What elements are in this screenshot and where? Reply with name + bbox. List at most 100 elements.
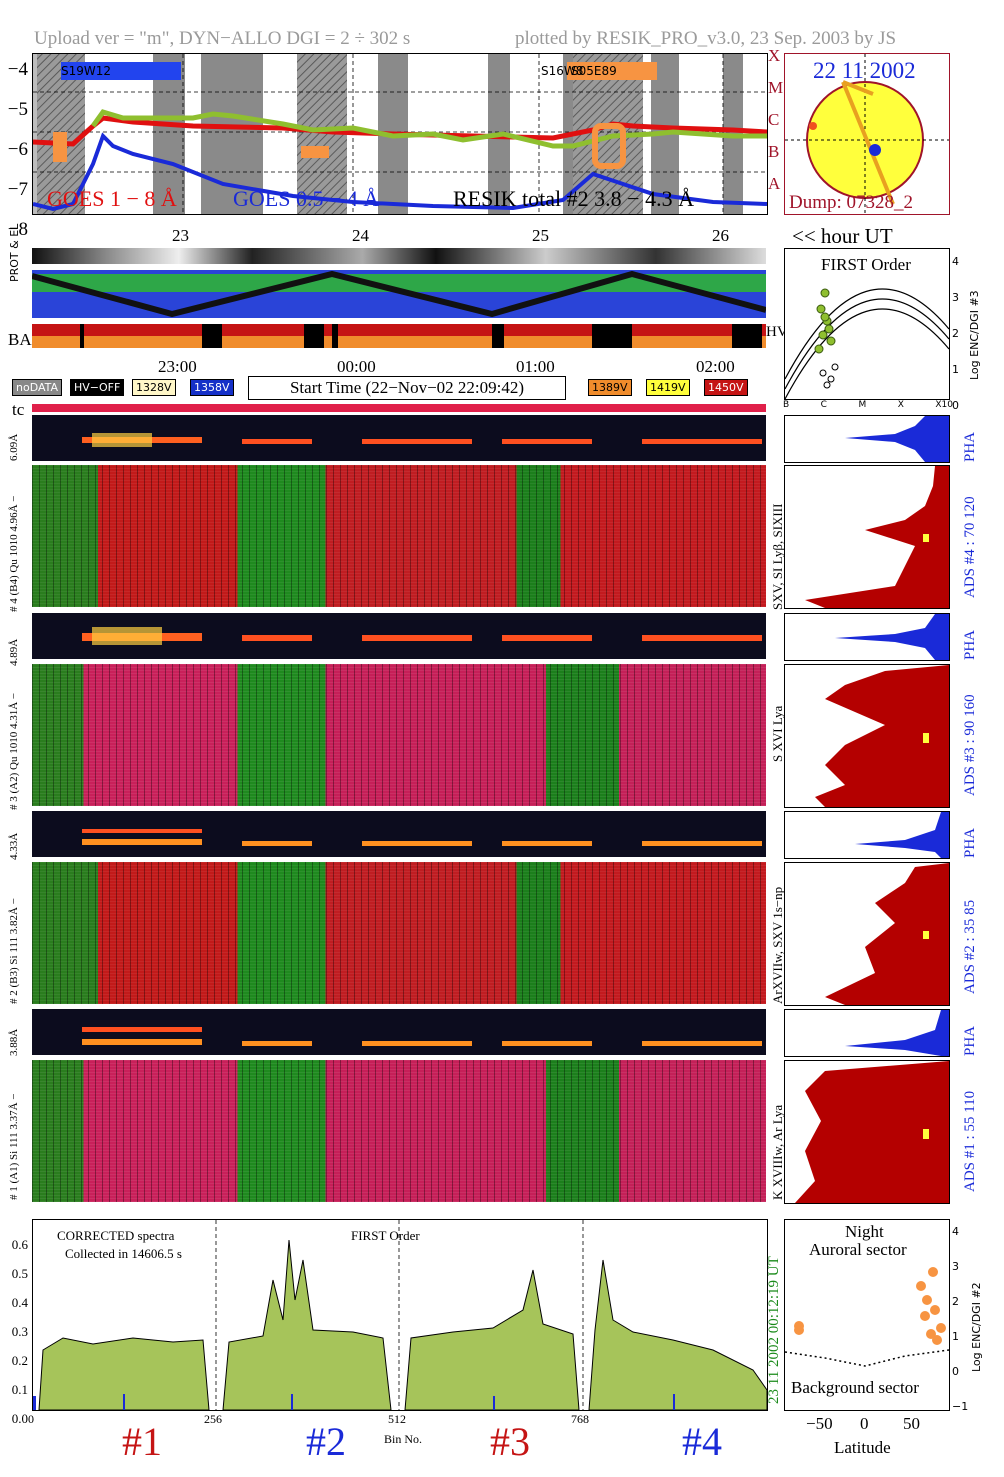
first-order-title: FIRST Order [821, 255, 911, 274]
lat-xtick: 50 [903, 1414, 920, 1433]
sun-orbit-panel: 22 11 2002 Dump: 07328_2 [784, 53, 950, 215]
ions-label-2: ArXVIIw, SXV 1s−np [770, 886, 785, 1004]
mark-3: #3 [490, 1419, 530, 1464]
mark-1: #1 [122, 1419, 162, 1464]
spec-ytick: 0.0 [11, 1411, 28, 1426]
fo-ytick: 0 [952, 399, 959, 412]
ch2-pha-svg [82, 829, 762, 846]
legend-1419v: 1419V [646, 379, 690, 396]
ch1-pha-label: 3.88Å [8, 1028, 20, 1056]
ads-hist-2 [784, 862, 950, 1006]
lat-ytick: 1 [952, 1330, 959, 1343]
goes-class-letters: X M C B A [768, 40, 783, 200]
pha-label-4: PHA [962, 431, 978, 462]
class-letter: A [768, 174, 781, 193]
spectrum-panel: CORRECTED spectra Collected in 14606.5 s… [32, 1219, 768, 1411]
latitude-panel: Night Auroral sector Background sector [784, 1219, 950, 1411]
lat-ytick: −1 [952, 1400, 969, 1413]
first-order-yticks: 4 3 2 1 0 [952, 244, 959, 424]
ads-hist-4 [784, 465, 950, 609]
legend-1328v: 1328V [132, 379, 176, 396]
ch4-label: # 4 (B4) Qu 1010 4.96Å − [8, 495, 20, 612]
lat-ytick: 4 [952, 1225, 959, 1238]
ads-label-3: ADS #3 : 90 160 [962, 694, 978, 796]
legend-1450v: 1450V [704, 379, 748, 396]
fo-ytick: 1 [952, 363, 959, 376]
fo-xtick: X10 [935, 400, 953, 410]
pha-hist-3-svg [835, 614, 949, 660]
class-letter: X [768, 46, 781, 65]
ads-hist-3 [784, 664, 950, 808]
ads-label-1: ADS #1 : 55 110 [962, 1090, 978, 1192]
ch4-pha-label: 6.09Å [8, 433, 20, 461]
pha-label-2: PHA [962, 827, 978, 858]
goes-ytick: −4 [7, 59, 28, 80]
region-label-1: S19W12 [61, 64, 112, 78]
label-hv: HV [766, 324, 788, 340]
ch2-pha-strip [32, 811, 766, 857]
first-order-xticks: B C M X X10 [783, 400, 953, 410]
ch3-label: # 3 (A2) Qu 1010 4.31Å − [8, 692, 20, 810]
legend-nodata: noDATA [12, 379, 63, 396]
ch3-pha-svg [82, 627, 762, 645]
ads-hist-1 [784, 1060, 950, 1204]
ions-label-4: SXV, SI Lyβ, SIXIII [770, 503, 785, 610]
latitude-ylabel: Log ENC/DGI #2 [970, 1282, 983, 1372]
plotted-by: plotted by RESIK_PRO_v3.0, 23 Sep. 2003 … [515, 28, 897, 49]
tc-bar [32, 404, 766, 412]
goes-ytick: −5 [7, 99, 28, 120]
lat-ytick: 2 [952, 1295, 959, 1308]
hour-ut-label: << hour UT [792, 224, 893, 248]
time-tick: 01:00 [516, 357, 555, 376]
latitude-top1: Night [845, 1222, 884, 1241]
pha-hist-1-svg [845, 1010, 949, 1056]
latitude-top2: Auroral sector [809, 1240, 907, 1259]
ch2-spectrogram [32, 862, 766, 1004]
legend-1389v: 1389V [588, 379, 632, 396]
spec-xtick: 256 [204, 1412, 222, 1426]
lat-xtick: 0 [860, 1414, 869, 1433]
fo-ytick: 4 [952, 255, 959, 268]
hv-gaps-svg [80, 324, 762, 348]
ch3-pha-label: 4.89Å [8, 638, 20, 666]
spec-xtick: 768 [571, 1412, 589, 1426]
time-tick: 23:00 [158, 357, 197, 376]
hv-status-bar [32, 324, 766, 348]
mark-4: #4 [682, 1419, 722, 1464]
ch2-label: # 2 (B3) Si 111 3.82Å − [8, 898, 20, 1004]
goes-yticks: −4 −5 −6 −7 −8 [4, 50, 28, 250]
spec-ytick: 0.3 [11, 1324, 28, 1339]
fo-ytick: 3 [952, 291, 959, 304]
class-letter: B [768, 142, 780, 161]
ads-label-4: ADS #4 : 70 120 [962, 496, 978, 598]
spectrum-xlabel: Bin No. [384, 1432, 423, 1446]
particle-svg [32, 270, 766, 318]
sun-date: 22 11 2002 [813, 58, 916, 83]
spectrum-yticks: 0.6 0.5 0.4 0.3 0.2 0.1 0.0 [0, 1230, 28, 1433]
ch1-spectrogram [32, 1060, 766, 1202]
spec-xtick: 512 [388, 1412, 406, 1426]
first-order-panel: FIRST Order [784, 248, 950, 400]
pha-label-1: PHA [962, 1025, 978, 1056]
time-tick: 00:00 [337, 357, 376, 376]
ch1-label: # 1 (A1) Si 111 3.37Å − [8, 1093, 20, 1200]
fo-xtick: M [858, 400, 867, 410]
ch1-pha-svg [82, 1027, 762, 1046]
upload-info: Upload ver = "m", DYN−ALLO DGI = 2 ÷ 302… [34, 28, 411, 49]
spec-xtick: 0 [28, 1412, 34, 1426]
spectrum-note1: CORRECTED spectra [57, 1228, 175, 1243]
lat-ytick: 0 [952, 1365, 959, 1378]
goes-ytick: −7 [7, 179, 28, 200]
spec-ytick: 0.6 [11, 1237, 28, 1252]
latitude-yticks: 4 3 2 1 0 −1 [952, 1214, 968, 1424]
ads-label-2: ADS #2 : 35 85 [962, 899, 978, 994]
ch4-pha-strip [32, 415, 766, 461]
day-tick: 25 [532, 226, 549, 245]
ch3-pha-strip [32, 613, 766, 659]
legend-resik: RESIK total #2 3.8 − 4.3 Å [453, 186, 694, 211]
goes-ytick: −8 [7, 219, 28, 240]
ions-label-1: K XVIIIw, Ar Lya [770, 1104, 785, 1200]
spectrum-timestamp: 23 11 2002 00:12:19 UT [766, 1256, 782, 1404]
day-tick: 26 [712, 226, 729, 245]
day-tick: 24 [352, 226, 369, 245]
